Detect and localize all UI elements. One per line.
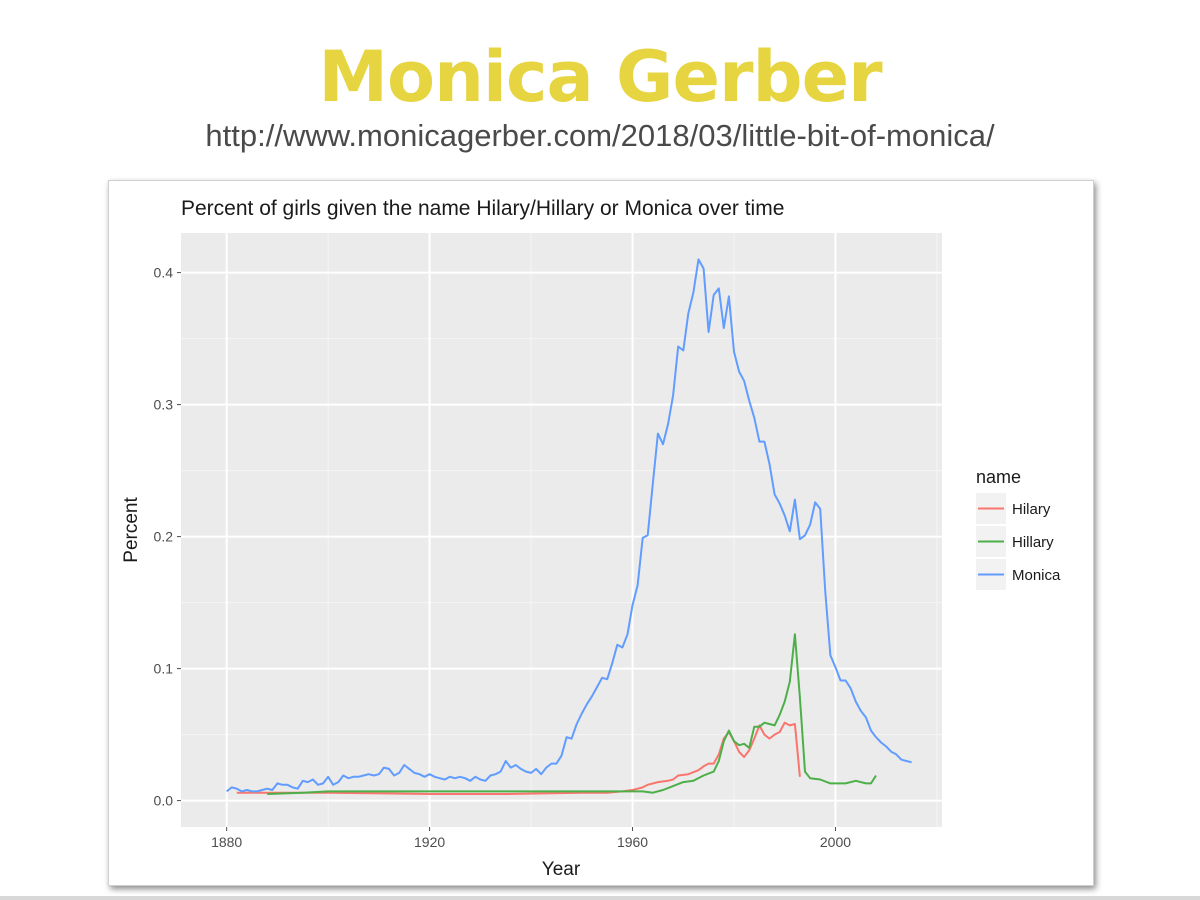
plot-panel [181,233,942,827]
legend-label-hillary: Hillary [1012,534,1054,551]
slide-title: Monica Gerber [318,36,882,118]
legend-label-hilary: Hilary [1012,501,1051,518]
y-tick-label: 0.3 [154,397,174,413]
y-tick-label: 0.0 [154,793,174,809]
chart-title: Percent of girls given the name Hilary/H… [181,197,784,220]
line-chart: 1880 1920 1960 2000 0.0 0.1 0.2 0.3 0.4 Percent… [121,197,1061,880]
y-tick-label: 0.2 [154,529,174,545]
x-tick-label: 2000 [820,834,851,850]
source-url[interactable]: http://www.monicagerber.com/2018/03/litt… [205,118,995,153]
series-line-monica [226,258,912,793]
legend-label-monica: Monica [1012,567,1061,584]
y-tick-label: 0.4 [154,265,174,281]
x-tick-label: 1960 [617,834,648,850]
y-axis-label: Percent [121,497,142,563]
minor-gridlines [181,233,942,827]
x-axis-label: Year [542,859,581,880]
legend-items: Hilary Hillary Monica [976,493,1061,590]
x-tick-label: 1920 [414,834,445,850]
series-lines [226,258,912,795]
series-line-hilary [236,721,801,795]
legend-title: name [976,467,1021,487]
y-tick-label: 0.1 [154,661,174,677]
x-axis: 1880 1920 1960 2000 [211,827,851,850]
major-gridlines [181,233,942,827]
y-axis: 0.0 0.1 0.2 0.3 0.4 [154,265,181,809]
series-line-hillary [267,633,877,795]
legend: name Hilary Hillary Monica [976,467,1061,590]
chart-figure: 1880 1920 1960 2000 0.0 0.1 0.2 0.3 0.4 Percent… [108,180,1094,886]
bottom-rule [0,896,1200,900]
x-tick-label: 1880 [211,834,242,850]
